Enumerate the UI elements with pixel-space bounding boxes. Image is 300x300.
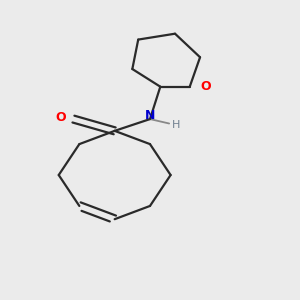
Text: O: O (55, 111, 65, 124)
Text: N: N (145, 109, 155, 122)
Text: O: O (201, 80, 211, 93)
Text: H: H (172, 120, 181, 130)
